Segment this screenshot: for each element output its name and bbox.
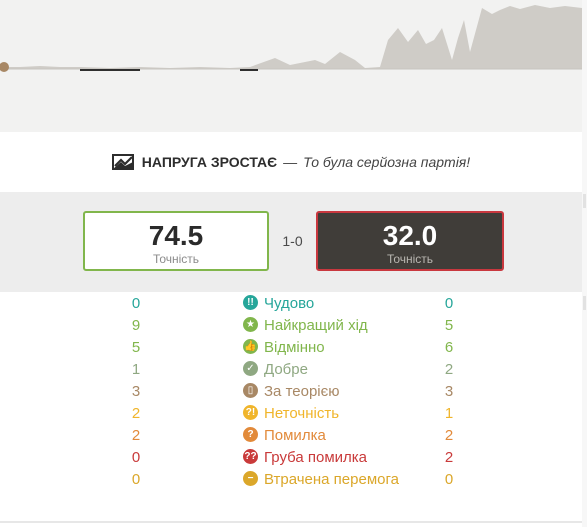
scrollbar-tick xyxy=(583,296,586,310)
evaluation-white-area xyxy=(0,69,582,132)
classification-row-good[interactable]: 1 ✓ Добре 2 xyxy=(0,359,582,381)
white-accuracy-card: 74.5 Точність xyxy=(83,211,269,271)
classification-label: За теорією xyxy=(264,383,340,400)
classification-row-mistake[interactable]: 2 ? Помилка 2 xyxy=(0,425,582,447)
black-count: 0 xyxy=(444,295,454,312)
black-accuracy-value: 32.0 xyxy=(382,220,438,251)
classification-label: Відмінно xyxy=(264,339,325,356)
divider xyxy=(0,521,582,523)
white-count: 0 xyxy=(131,295,141,312)
scrollbar[interactable] xyxy=(582,0,587,527)
classification-row-book[interactable]: 3 ▯ За теорією 3 xyxy=(0,381,582,403)
white-count: 0 xyxy=(131,471,141,488)
classification-label: Чудово xyxy=(264,295,315,312)
check-icon: ✓ xyxy=(243,361,258,376)
classification-row-blunder[interactable]: 0 ?? Груба помилка 2 xyxy=(0,447,582,469)
black-accuracy-label: Точність xyxy=(386,252,434,266)
star-icon: ★ xyxy=(243,317,258,332)
black-count: 2 xyxy=(444,361,454,378)
black-count: 0 xyxy=(444,471,454,488)
black-count: 6 xyxy=(444,339,454,356)
game-headline: НАПРУГА ЗРОСТАЄ — То була серйозна парті… xyxy=(0,132,582,192)
black-accuracy-card: 32.0 Точність xyxy=(316,211,504,271)
classification-row-inaccuracy[interactable]: 2 ?! Неточність 1 xyxy=(0,403,582,425)
black-count: 2 xyxy=(444,427,454,444)
evaluation-graph-svg xyxy=(0,5,582,132)
white-count: 5 xyxy=(131,339,141,356)
headline-dash: — xyxy=(283,154,298,170)
white-count: 2 xyxy=(131,405,141,422)
headline-subtitle: То була серйозна партія! xyxy=(303,154,471,170)
black-count: 2 xyxy=(444,449,454,466)
evaluation-graph[interactable] xyxy=(0,0,582,132)
thumbs-up-icon: 👍 xyxy=(243,339,258,354)
classification-label: Добре xyxy=(264,361,308,378)
black-count: 1 xyxy=(444,405,454,422)
white-accuracy-value: 74.5 xyxy=(148,220,204,251)
classification-label: Втрачена перемога xyxy=(264,471,399,488)
game-score: 1-0 xyxy=(282,233,303,249)
classification-label: Неточність xyxy=(264,405,340,422)
classification-row-excellent[interactable]: 5 👍 Відмінно 6 xyxy=(0,337,582,359)
classification-label: Найкращий хід xyxy=(264,317,368,334)
miss-icon: − xyxy=(243,471,258,486)
white-count: 1 xyxy=(131,361,141,378)
white-count: 0 xyxy=(131,449,141,466)
black-count: 3 xyxy=(444,383,454,400)
headline-title: НАПРУГА ЗРОСТАЄ xyxy=(141,154,278,170)
graph-spike-icon xyxy=(111,153,136,171)
white-count: 3 xyxy=(131,383,141,400)
inaccuracy-icon: ?! xyxy=(243,405,258,420)
classification-row-brilliant[interactable]: 0 !! Чудово 0 xyxy=(0,293,582,315)
scrollbar-tick xyxy=(583,194,586,208)
book-icon: ▯ xyxy=(243,383,258,398)
brilliant-icon: !! xyxy=(243,295,258,310)
blunder-icon: ?? xyxy=(243,449,258,464)
white-count: 9 xyxy=(131,317,141,334)
current-move-marker[interactable] xyxy=(0,62,9,72)
white-count: 2 xyxy=(131,427,141,444)
black-count: 5 xyxy=(444,317,454,334)
classification-row-best[interactable]: 9 ★ Найкращий хід 5 xyxy=(0,315,582,337)
classification-row-miss[interactable]: 0 − Втрачена перемога 0 xyxy=(0,469,582,491)
classification-label: Помилка xyxy=(264,427,326,444)
mistake-icon: ? xyxy=(243,427,258,442)
white-accuracy-label: Точність xyxy=(152,252,200,266)
classification-label: Груба помилка xyxy=(264,449,368,466)
